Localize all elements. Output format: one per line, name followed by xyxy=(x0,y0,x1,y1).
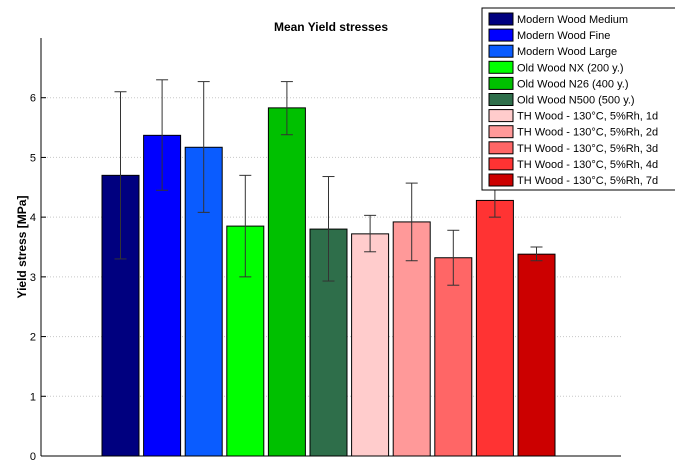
error-bar-4 xyxy=(239,174,252,278)
legend-item-6: Old Wood N500 (500 y.) xyxy=(488,93,635,107)
error-bar-6 xyxy=(322,176,335,282)
y-tick-label-4: 4 xyxy=(30,212,36,224)
legend-swatch-1 xyxy=(488,12,514,26)
bar-11 xyxy=(517,253,556,457)
bar-10 xyxy=(475,199,514,457)
bar-9 xyxy=(434,257,473,457)
chart-title: Mean Yield stresses xyxy=(274,20,388,34)
legend-label-9: TH Wood - 130°C, 5%Rh, 3d xyxy=(517,143,658,155)
legend-swatch-4 xyxy=(488,60,514,74)
legend-label-5: Old Wood N26 (400 y.) xyxy=(517,78,628,90)
legend-label-4: Old Wood NX (200 y.) xyxy=(517,62,624,74)
legend-item-3: Modern Wood Large xyxy=(488,44,617,58)
legend-swatch-5 xyxy=(488,76,514,90)
bar-7 xyxy=(351,233,390,457)
legend-item-1: Modern Wood Medium xyxy=(488,12,628,26)
y-axis-label: Yield stress [MPa] xyxy=(15,196,29,299)
legend-label-11: TH Wood - 130°C, 5%Rh, 7d xyxy=(517,175,658,187)
legend-item-11: TH Wood - 130°C, 5%Rh, 7d xyxy=(488,173,658,187)
legend-label-8: TH Wood - 130°C, 5%Rh, 2d xyxy=(517,127,658,139)
legend-item-9: TH Wood - 130°C, 5%Rh, 3d xyxy=(488,141,658,155)
legend-swatch-10 xyxy=(488,157,514,171)
y-tick-label-6: 6 xyxy=(30,93,36,105)
legend-swatch-7 xyxy=(488,109,514,123)
legend-item-4: Old Wood NX (200 y.) xyxy=(488,60,624,74)
legend-swatch-6 xyxy=(488,93,514,106)
legend-box xyxy=(481,7,675,191)
legend-label-1: Modern Wood Medium xyxy=(517,14,628,26)
legend-swatch-9 xyxy=(488,141,514,155)
legend-label-10: TH Wood - 130°C, 5%Rh, 4d xyxy=(517,159,658,171)
legend-item-5: Old Wood N26 (400 y.) xyxy=(488,76,628,90)
error-bar-2 xyxy=(156,79,169,191)
legend-swatch-11 xyxy=(488,173,514,187)
legend-label-7: TH Wood - 130°C, 5%Rh, 1d xyxy=(517,111,658,123)
error-bar-1 xyxy=(114,91,127,260)
legend-item-7: TH Wood - 130°C, 5%Rh, 1d xyxy=(488,109,658,123)
legend-item-2: Modern Wood Fine xyxy=(488,28,610,42)
error-bar-5 xyxy=(280,81,293,136)
axes-layer: 0 1 2 3 4 5 6 xyxy=(30,38,621,463)
legend-swatch-8 xyxy=(488,125,514,139)
legend-item-10: TH Wood - 130°C, 5%Rh, 4d xyxy=(488,157,658,171)
y-tick-label-1: 1 xyxy=(30,391,36,403)
error-bar-11 xyxy=(530,246,543,262)
error-bars-layer xyxy=(114,79,543,286)
y-tick-label-2: 2 xyxy=(30,332,36,344)
legend-item-8: TH Wood - 130°C, 5%Rh, 2d xyxy=(488,125,658,139)
y-tick-label-5: 5 xyxy=(30,152,36,164)
error-bar-7 xyxy=(364,214,377,253)
legend-label-2: Modern Wood Fine xyxy=(517,30,610,42)
bar-5 xyxy=(267,107,306,457)
legend-label-6: Old Wood N500 (500 y.) xyxy=(517,95,635,107)
y-tick-label-3: 3 xyxy=(30,272,36,284)
error-bar-8 xyxy=(405,182,418,262)
legend-swatch-3 xyxy=(488,44,514,58)
error-bar-3 xyxy=(197,81,210,213)
error-bar-9 xyxy=(447,229,460,286)
legend: Modern Wood Medium Modern Wood Fine Modern… xyxy=(481,7,675,191)
legend-label-3: Modern Wood Large xyxy=(517,46,617,58)
y-tick-label-0: 0 xyxy=(30,451,36,463)
legend-swatch-2 xyxy=(488,28,514,42)
